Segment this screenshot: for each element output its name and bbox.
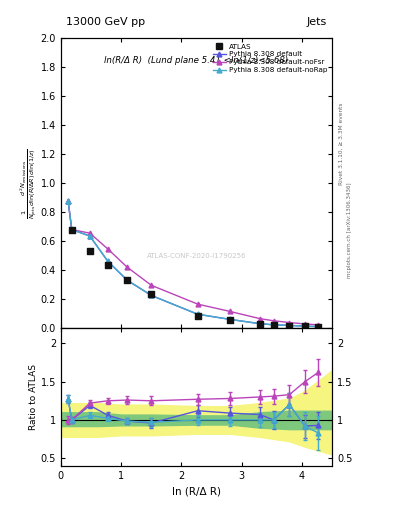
Pythia 8.308 default-noRap — [195, 311, 200, 317]
Y-axis label: Ratio to ATLAS: Ratio to ATLAS — [29, 364, 38, 430]
Pythia 8.308 default-noRap — [287, 323, 292, 329]
Pythia 8.308 default-noFsr — [88, 230, 92, 236]
Pythia 8.308 default-noRap — [66, 198, 70, 204]
ATLAS — [286, 322, 292, 330]
ATLAS — [226, 316, 233, 324]
Text: Jets: Jets — [307, 17, 327, 27]
ATLAS — [270, 321, 277, 329]
Pythia 8.308 default — [195, 311, 200, 317]
ATLAS — [195, 312, 201, 320]
Pythia 8.308 default — [125, 277, 130, 283]
Pythia 8.308 default-noFsr — [303, 321, 307, 327]
Pythia 8.308 default — [257, 321, 262, 327]
X-axis label: ln (R/Δ R): ln (R/Δ R) — [172, 486, 221, 496]
ATLAS — [69, 225, 75, 233]
Legend: ATLAS, Pythia 8.308 default, Pythia 8.308 default-noFsr, Pythia 8.308 default-no: ATLAS, Pythia 8.308 default, Pythia 8.30… — [211, 42, 329, 75]
Pythia 8.308 default — [303, 323, 307, 329]
Pythia 8.308 default-noFsr — [106, 246, 110, 252]
Pythia 8.308 default — [106, 259, 110, 265]
ATLAS — [257, 320, 263, 328]
ATLAS — [105, 261, 111, 269]
Pythia 8.308 default-noFsr — [66, 198, 70, 204]
Y-axis label: $\frac{1}{N_\mathrm{jets}}\frac{d^2 N_\mathrm{emissions}}{d\ln(R/\Delta R)\,d\ln: $\frac{1}{N_\mathrm{jets}}\frac{d^2 N_\m… — [18, 148, 39, 219]
Pythia 8.308 default — [149, 292, 154, 298]
ATLAS — [315, 323, 321, 331]
Pythia 8.308 default-noRap — [106, 259, 110, 265]
Line: Pythia 8.308 default-noRap: Pythia 8.308 default-noRap — [66, 199, 321, 329]
Line: Pythia 8.308 default-noFsr: Pythia 8.308 default-noFsr — [66, 199, 321, 327]
Pythia 8.308 default-noRap — [271, 322, 276, 328]
Text: Rivet 3.1.10, ≥ 3.3M events: Rivet 3.1.10, ≥ 3.3M events — [339, 102, 344, 185]
Pythia 8.308 default-noRap — [316, 324, 321, 330]
Pythia 8.308 default — [66, 198, 70, 204]
Text: ln(R/Δ R)  (Lund plane 5.41 <ln(1/z)<5.68): ln(R/Δ R) (Lund plane 5.41 <ln(1/z)<5.68… — [105, 56, 288, 65]
Pythia 8.308 default — [316, 324, 321, 330]
Pythia 8.308 default-noFsr — [149, 282, 154, 288]
Pythia 8.308 default-noFsr — [257, 315, 262, 322]
Pythia 8.308 default — [70, 226, 74, 232]
Pythia 8.308 default-noFsr — [227, 308, 232, 314]
Pythia 8.308 default-noRap — [227, 316, 232, 323]
Pythia 8.308 default-noRap — [257, 321, 262, 327]
Pythia 8.308 default-noFsr — [70, 226, 74, 232]
Pythia 8.308 default — [227, 316, 232, 323]
Pythia 8.308 default-noRap — [149, 292, 154, 298]
Pythia 8.308 default-noFsr — [271, 318, 276, 324]
ATLAS — [302, 322, 308, 330]
ATLAS — [148, 290, 154, 298]
Text: 13000 GeV pp: 13000 GeV pp — [66, 17, 145, 27]
Pythia 8.308 default-noFsr — [195, 301, 200, 307]
ATLAS — [87, 246, 93, 254]
Pythia 8.308 default-noRap — [303, 323, 307, 329]
Text: ATLAS-CONF-2020-I1790256: ATLAS-CONF-2020-I1790256 — [147, 252, 246, 259]
Pythia 8.308 default — [287, 323, 292, 329]
Pythia 8.308 default-noFsr — [316, 322, 321, 328]
Pythia 8.308 default-noRap — [125, 277, 130, 283]
Line: Pythia 8.308 default: Pythia 8.308 default — [66, 199, 321, 329]
Pythia 8.308 default — [88, 233, 92, 239]
ATLAS — [124, 275, 130, 284]
Pythia 8.308 default-noRap — [70, 226, 74, 232]
Pythia 8.308 default-noFsr — [125, 264, 130, 270]
Pythia 8.308 default-noRap — [88, 233, 92, 239]
Text: mcplots.cern.ch [arXiv:1306.3436]: mcplots.cern.ch [arXiv:1306.3436] — [347, 183, 352, 278]
Pythia 8.308 default-noFsr — [287, 319, 292, 326]
Pythia 8.308 default — [271, 322, 276, 328]
